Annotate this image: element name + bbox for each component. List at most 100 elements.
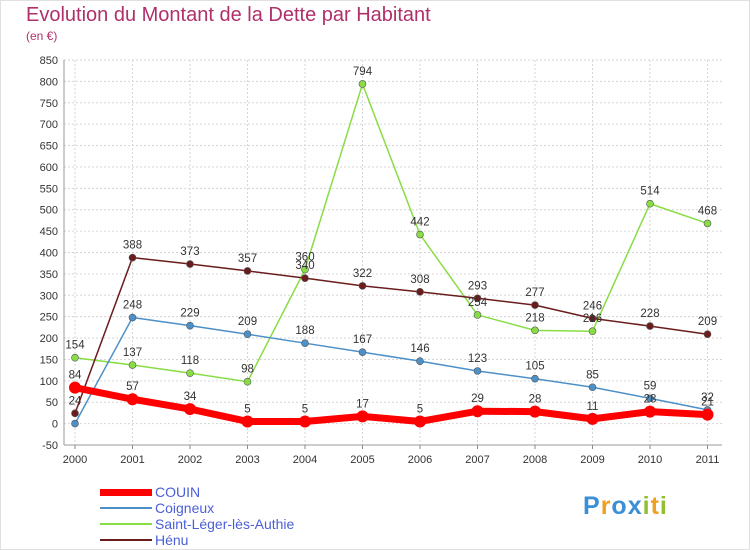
legend-label-couin: COUIN bbox=[155, 484, 201, 500]
data-label: 216 bbox=[583, 313, 602, 325]
data-point bbox=[531, 301, 539, 309]
data-point bbox=[646, 322, 654, 330]
x-tick-label: 2002 bbox=[178, 454, 202, 466]
data-point bbox=[529, 405, 541, 418]
legend-item-coigneux: Coigneux bbox=[100, 500, 294, 516]
data-label: 308 bbox=[410, 274, 429, 286]
data-point bbox=[701, 408, 714, 421]
x-tick-label: 2011 bbox=[696, 454, 720, 466]
data-label: 322 bbox=[353, 268, 372, 280]
data-label: 146 bbox=[410, 343, 429, 355]
data-point bbox=[126, 393, 139, 406]
data-point bbox=[128, 361, 137, 369]
data-point bbox=[588, 327, 597, 336]
series-line-0 bbox=[71, 384, 711, 425]
data-label: 5 bbox=[244, 403, 250, 415]
axes: -50 0 50 100 150 200 250 300 350 400 450 500 550 600 6… bbox=[40, 55, 722, 466]
data-point bbox=[299, 415, 311, 428]
logo-letter: x bbox=[627, 492, 643, 520]
data-point bbox=[703, 219, 712, 228]
data-label: 218 bbox=[525, 312, 544, 324]
data-point bbox=[241, 415, 254, 428]
data-label: 98 bbox=[241, 364, 254, 376]
data-point bbox=[128, 253, 137, 262]
data-point bbox=[416, 288, 424, 296]
y-tick-label: 750 bbox=[40, 98, 58, 110]
y-tick-label: 650 bbox=[40, 141, 58, 153]
data-point bbox=[128, 313, 137, 322]
legend-label-henu: Hénu bbox=[155, 532, 189, 548]
data-label: 246 bbox=[583, 300, 602, 312]
data-label: 254 bbox=[468, 297, 488, 309]
data-label: 5 bbox=[302, 403, 308, 415]
y-tick-label: 250 bbox=[40, 312, 58, 324]
data-label: 248 bbox=[123, 300, 142, 312]
data-point bbox=[356, 410, 369, 423]
y-tick-label: 150 bbox=[40, 354, 58, 366]
x-tick-label: 2004 bbox=[293, 454, 317, 466]
legend-swatch-henu bbox=[100, 539, 152, 541]
data-point bbox=[531, 374, 539, 383]
data-point bbox=[184, 403, 196, 416]
series-line-3 bbox=[74, 256, 709, 415]
data-label: 105 bbox=[525, 361, 544, 373]
data-point bbox=[586, 412, 599, 425]
data-label: 277 bbox=[525, 287, 544, 299]
data-point bbox=[301, 339, 309, 347]
data-label: 794 bbox=[353, 66, 373, 78]
data-label: 442 bbox=[410, 217, 429, 229]
data-label: 357 bbox=[238, 253, 257, 265]
data-point bbox=[243, 267, 252, 275]
logo-letter: i bbox=[659, 492, 668, 520]
chart-subtitle: (en €) bbox=[26, 29, 58, 43]
logo-letter: o bbox=[611, 492, 628, 520]
data-point bbox=[71, 353, 79, 362]
data-label: 167 bbox=[353, 334, 372, 346]
data-label: 24 bbox=[69, 395, 82, 407]
x-tick-label: 2000 bbox=[63, 454, 87, 466]
data-point bbox=[243, 377, 252, 386]
x-tick-label: 2003 bbox=[235, 454, 259, 466]
y-tick-label: 0 bbox=[52, 419, 58, 431]
logo-letter: i bbox=[642, 492, 651, 520]
y-tick-label: 800 bbox=[40, 76, 58, 88]
data-point bbox=[358, 348, 367, 356]
data-label: 17 bbox=[356, 398, 369, 410]
legend-item-henu: Hénu bbox=[100, 532, 294, 548]
series-lines bbox=[69, 80, 714, 428]
data-point bbox=[471, 405, 484, 418]
legend-item-saint-leger: Saint-Léger-lès-Authie bbox=[100, 516, 294, 532]
data-point bbox=[703, 330, 712, 339]
legend-label-coigneux: Coigneux bbox=[155, 500, 215, 516]
data-point bbox=[243, 330, 252, 339]
data-point bbox=[473, 311, 482, 319]
data-label: 123 bbox=[468, 353, 487, 365]
y-tick-label: 700 bbox=[40, 119, 58, 131]
x-tick-label: 2009 bbox=[580, 454, 604, 466]
logo-letter: P bbox=[583, 492, 601, 520]
legend-swatch-couin bbox=[100, 488, 152, 496]
data-point bbox=[414, 415, 426, 428]
data-label: 28 bbox=[529, 394, 542, 406]
data-point bbox=[416, 230, 424, 239]
x-tick-label: 2001 bbox=[120, 454, 144, 466]
chart-title: Evolution du Montant de la Dette par Hab… bbox=[26, 4, 431, 26]
data-label: 28 bbox=[644, 394, 657, 406]
data-point bbox=[69, 381, 81, 394]
data-point bbox=[588, 314, 597, 323]
legend-swatch-coigneux bbox=[100, 507, 152, 509]
logo-letter: r bbox=[600, 492, 612, 520]
data-label: 293 bbox=[468, 280, 487, 292]
y-tick-label: -50 bbox=[42, 440, 58, 452]
data-label: 229 bbox=[180, 308, 199, 320]
grid bbox=[64, 59, 722, 446]
data-label: 57 bbox=[126, 381, 139, 393]
y-tick-label: 450 bbox=[40, 226, 58, 238]
data-labels: 248 229 209 188 167 146 123 105 85 59 32 154 137 118 9… bbox=[65, 66, 717, 416]
y-tick-label: 500 bbox=[40, 205, 58, 217]
data-label: 154 bbox=[65, 340, 85, 352]
data-label: 34 bbox=[184, 391, 197, 403]
y-tick-label: 600 bbox=[40, 162, 58, 174]
x-tick-label: 2005 bbox=[350, 454, 374, 466]
